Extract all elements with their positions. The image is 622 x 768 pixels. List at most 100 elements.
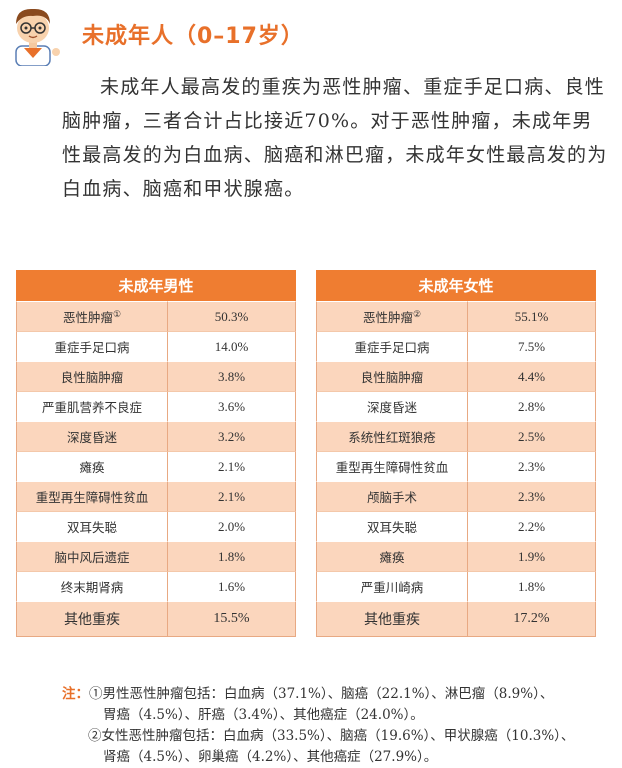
table-row: 良性脑肿瘤 4.4% [316, 361, 596, 391]
disease-name: 其他重疾 [316, 601, 467, 637]
table-row: 严重肌营养不良症 3.6% [16, 391, 296, 421]
disease-name: 深度昏迷 [316, 391, 467, 421]
disease-name-text: 颅脑手术 [366, 490, 417, 505]
table-row: 严重川崎病 1.8% [316, 571, 596, 601]
percentage-value: 2.5% [467, 421, 596, 451]
table-row: 深度昏迷 3.2% [16, 421, 296, 451]
disease-name-text: 瘫痪 [379, 550, 405, 565]
table-header: 未成年女性 [316, 270, 596, 301]
disease-name-text: 深度昏迷 [66, 430, 117, 445]
table-row: 深度昏迷 2.8% [316, 391, 596, 421]
section-title: 未成年人（0–17岁） [82, 24, 304, 49]
table-row: 良性脑肿瘤 3.8% [16, 361, 296, 391]
disease-name-text: 系统性红斑狼疮 [348, 430, 436, 445]
percentage-value: 1.6% [167, 571, 296, 601]
disease-name-text: 严重川崎病 [360, 580, 424, 595]
female-table: 未成年女性 恶性肿瘤② 55.1% 重症手足口病 7.5% 良性脑肿瘤 4.4% 深度昏迷 2.… [316, 270, 596, 637]
disease-name: 重型再生障碍性贫血 [316, 451, 467, 481]
disease-name: 严重肌营养不良症 [16, 391, 167, 421]
disease-name: 严重川崎病 [316, 571, 467, 601]
disease-name: 重症手足口病 [16, 331, 167, 361]
percentage-value: 3.6% [167, 391, 296, 421]
disease-name: 重症手足口病 [316, 331, 467, 361]
percentage-value: 15.5% [167, 601, 296, 637]
table-row: 恶性肿瘤① 50.3% [16, 301, 296, 331]
disease-name: 颅脑手术 [316, 481, 467, 511]
percentage-value: 1.8% [467, 571, 596, 601]
table-row: 重型再生障碍性贫血 2.3% [316, 451, 596, 481]
disease-name: 恶性肿瘤② [316, 301, 467, 331]
percentage-value: 2.1% [167, 451, 296, 481]
percentage-value: 4.4% [467, 361, 596, 391]
boy-avatar-icon [15, 8, 60, 66]
disease-name-text: 终末期肾病 [60, 580, 124, 595]
disease-name: 脑中风后遗症 [16, 541, 167, 571]
notes-label: 注： [62, 686, 89, 702]
table-row: 系统性红斑狼疮 2.5% [316, 421, 596, 451]
disease-name-text: 良性脑肿瘤 [360, 370, 424, 385]
table-row: 其他重疾 15.5% [16, 601, 296, 637]
percentage-value: 50.3% [167, 301, 296, 331]
table-row: 重症手足口病 7.5% [316, 331, 596, 361]
disease-name: 恶性肿瘤① [16, 301, 167, 331]
percentage-value: 2.1% [167, 481, 296, 511]
percentage-value: 2.3% [467, 451, 596, 481]
disease-name: 其他重疾 [16, 601, 167, 637]
table-row: 瘫痪 1.9% [316, 541, 596, 571]
disease-name: 双耳失聪 [316, 511, 467, 541]
disease-name: 终末期肾病 [16, 571, 167, 601]
disease-name: 瘫痪 [316, 541, 467, 571]
disease-name-text: 脑中风后遗症 [54, 550, 130, 565]
disease-name: 深度昏迷 [16, 421, 167, 451]
table-row: 瘫痪 2.1% [16, 451, 296, 481]
disease-name-text: 重型再生障碍性贫血 [335, 460, 449, 475]
disease-name-text: 严重肌营养不良症 [41, 400, 142, 415]
disease-name-text: 重症手足口病 [54, 340, 130, 355]
percentage-value: 1.8% [167, 541, 296, 571]
percentage-value: 2.8% [467, 391, 596, 421]
percentage-value: 3.2% [167, 421, 296, 451]
note-1-line-2: 胃癌（4.5%）、肝癌（3.4%）、其他癌症（24.0%）。 [103, 707, 424, 723]
disease-name-text: 其他重疾 [364, 612, 420, 628]
footnote-mark: ② [412, 309, 422, 320]
table-row: 颅脑手术 2.3% [316, 481, 596, 511]
table-row: 双耳失聪 2.0% [16, 511, 296, 541]
table-row: 脑中风后遗症 1.8% [16, 541, 296, 571]
percentage-value: 17.2% [467, 601, 596, 637]
disease-name: 良性脑肿瘤 [16, 361, 167, 391]
table-row: 重症手足口病 14.0% [16, 331, 296, 361]
disease-name-text: 重型再生障碍性贫血 [35, 490, 149, 505]
disease-name: 重型再生障碍性贫血 [16, 481, 167, 511]
percentage-value: 3.8% [167, 361, 296, 391]
intro-paragraph: 未成年人最高发的重疾为恶性肿瘤、重症手足口病、良性脑肿瘤，三者合计占比接近70%… [62, 76, 608, 200]
disease-name: 瘫痪 [16, 451, 167, 481]
table-row: 恶性肿瘤② 55.1% [316, 301, 596, 331]
percentage-value: 2.2% [467, 511, 596, 541]
table-row: 终末期肾病 1.6% [16, 571, 296, 601]
table-row: 双耳失聪 2.2% [316, 511, 596, 541]
note-2-line-1: ②女性恶性肿瘤包括：白血病（33.5%）、脑癌（19.6%）、甲状腺癌（10.3… [88, 728, 575, 744]
disease-name-text: 瘫痪 [79, 460, 105, 475]
disease-name-text: 其他重疾 [64, 612, 120, 628]
disease-name-text: 恶性肿瘤 [362, 310, 413, 325]
disease-name-text: 良性脑肿瘤 [60, 370, 124, 385]
percentage-value: 2.3% [467, 481, 596, 511]
disease-name-text: 双耳失聪 [66, 520, 117, 535]
table-header: 未成年男性 [16, 270, 296, 301]
percentage-value: 1.9% [467, 541, 596, 571]
percentage-value: 2.0% [167, 511, 296, 541]
male-table: 未成年男性 恶性肿瘤① 50.3% 重症手足口病 14.0% 良性脑肿瘤 3.8% 严重肌营养… [16, 270, 296, 637]
note-1-line-1: ①男性恶性肿瘤包括：白血病（37.1%）、脑癌（22.1%）、淋巴瘤（8.9%）… [89, 686, 554, 702]
disease-name: 双耳失聪 [16, 511, 167, 541]
footnote-mark: ① [112, 309, 122, 320]
percentage-value: 7.5% [467, 331, 596, 361]
note-2-line-2: 肾癌（4.5%）、卵巢癌（4.2%）、其他癌症（27.9%）。 [103, 749, 438, 765]
table-row: 重型再生障碍性贫血 2.1% [16, 481, 296, 511]
disease-name: 良性脑肿瘤 [316, 361, 467, 391]
footnotes: 注：①男性恶性肿瘤包括：白血病（37.1%）、脑癌（22.1%）、淋巴瘤（8.9… [62, 684, 618, 768]
disease-name-text: 双耳失聪 [366, 520, 417, 535]
disease-name-text: 深度昏迷 [366, 400, 417, 415]
table-row: 其他重疾 17.2% [316, 601, 596, 637]
disease-name-text: 重症手足口病 [354, 340, 430, 355]
disease-name-text: 恶性肿瘤 [62, 310, 113, 325]
